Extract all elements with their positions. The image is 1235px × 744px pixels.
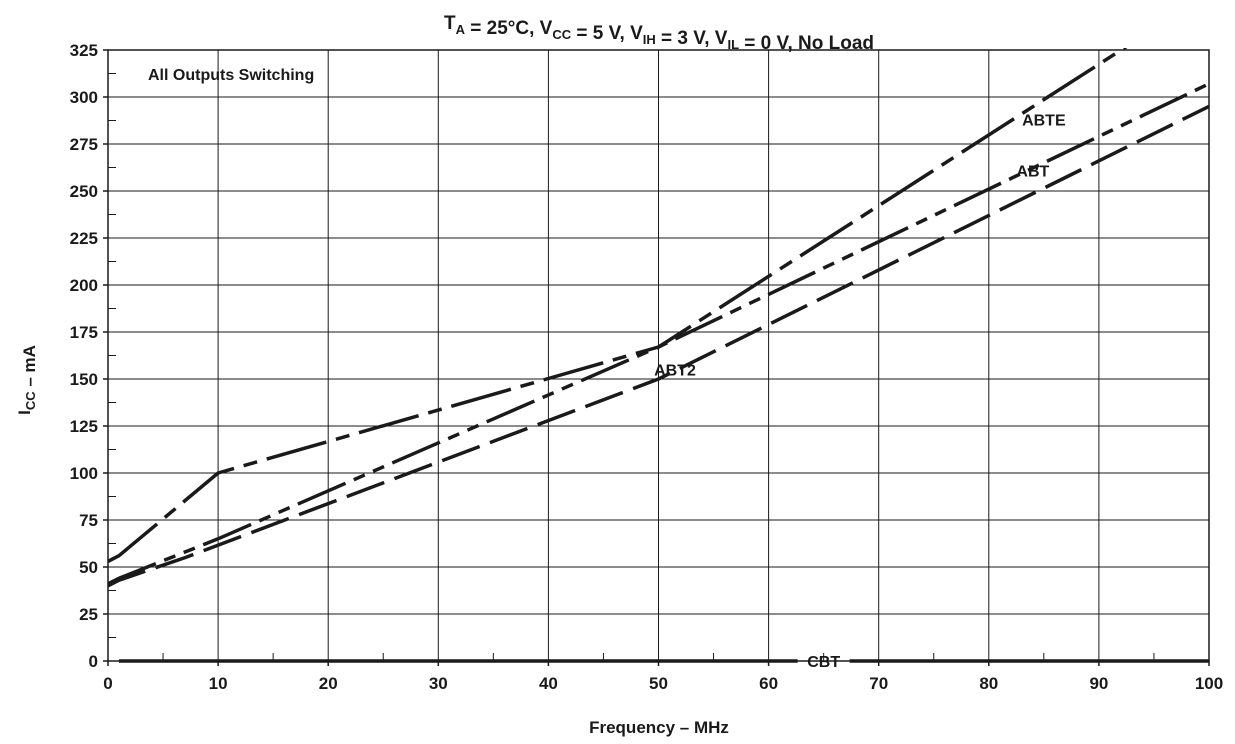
y-tick-label: 100 [70,464,98,483]
y-tick-label: 325 [70,41,98,60]
y-tick-label: 225 [70,229,98,248]
y-tick-label: 75 [79,511,98,530]
x-tick-label: 0 [103,674,112,693]
series-label-cbt: CBT [807,654,840,671]
series-label-abte: ABTE [1022,113,1066,130]
y-tick-label: 50 [79,558,98,577]
x-tick-label: 70 [869,674,888,693]
tick-marks [103,49,1210,666]
x-tick-label: 10 [209,674,228,693]
y-tick-label: 25 [79,605,98,624]
y-tick-label: 275 [70,135,98,154]
x-tick-label: 30 [429,674,448,693]
y-tick-label: 0 [89,652,98,671]
series-label-abt: ABT [1016,163,1049,180]
y-tick-labels: 0 25 50 75 100 125 150 175 200 225 250 275 300 325 [70,41,98,671]
y-tick-label: 200 [70,276,98,295]
y-tick-label: 175 [70,323,98,342]
x-tick-label: 90 [1089,674,1108,693]
x-axis-title: Frequency – MHz [589,718,729,737]
grid [108,50,1209,661]
series-line-abt2 [108,104,1209,588]
y-axis-title: ICC – mA [15,345,39,415]
y-tick-label: 300 [70,88,98,107]
y-tick-label: 150 [70,370,98,389]
chart-title: TA = 25°C, VCC = 5 V, VIH = 3 V, VIL = 0… [444,13,874,54]
x-tick-label: 80 [979,674,998,693]
x-tick-label: 60 [759,674,778,693]
y-tick-label: 250 [70,182,98,201]
y-tick-label: 125 [70,417,98,436]
x-tick-label: 20 [319,674,338,693]
series-line-abte [108,48,1128,563]
x-tick-label: 50 [649,674,668,693]
series-label-abt2: ABT2 [654,363,696,380]
x-tick-labels: 0 10 20 30 40 50 60 70 80 90 100 [103,674,1223,693]
x-tick-label: 40 [539,674,558,693]
annotation-all-outputs-switching: All Outputs Switching [148,67,314,84]
series-labels: ABTE ABT ABT2 CBT [654,113,1066,671]
x-tick-label: 100 [1195,674,1223,693]
series-lines [108,48,1209,663]
